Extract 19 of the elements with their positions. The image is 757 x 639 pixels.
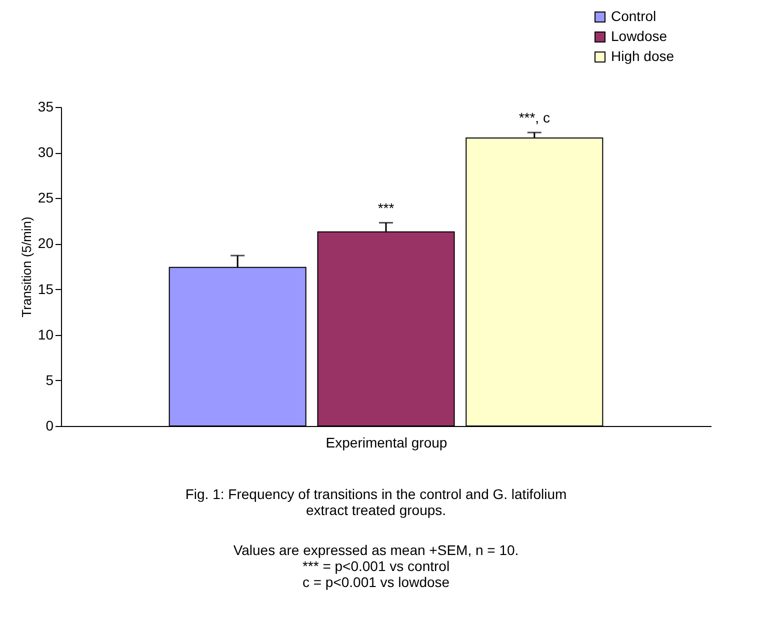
annotation: ***, c (518, 110, 550, 126)
annotation: *** (378, 200, 395, 216)
legend-label: High dose (611, 48, 674, 64)
legend-label: Lowdose (611, 28, 668, 44)
caption: Fig. 1: Frequency of transitions in the control and G. latifolium extract treated groups. (185, 486, 567, 518)
x-axis-title: Experimental group (326, 434, 448, 450)
y-tick-label: 35 (38, 98, 54, 114)
text: Values are expressed as mean +SEM, n = 10. (233, 542, 519, 558)
y-tick-label: 20 (38, 235, 54, 252)
y-tick-label: 25 (38, 190, 54, 206)
y-axis-title: Transition (5/min) (18, 216, 34, 318)
y-tick-label: 5 (46, 372, 54, 388)
y-tick-label: 30 (38, 144, 54, 160)
legend-label: Control (611, 8, 656, 24)
y-tick-label: 15 (38, 280, 54, 297)
y-tick-label: 10 (38, 326, 54, 342)
text: c = p<0.001 vs lowdose (302, 574, 450, 590)
text: *** = p<0.001 vs control (302, 558, 450, 574)
y-tick-label: 0 (46, 418, 54, 434)
